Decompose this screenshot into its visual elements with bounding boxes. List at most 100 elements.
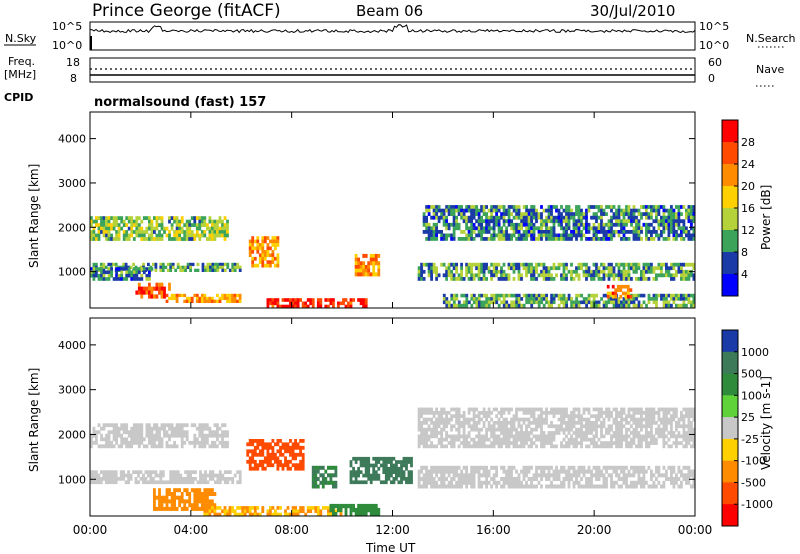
velocity-cell (542, 434, 546, 439)
velocity-cell (276, 439, 280, 443)
velocity-cell (572, 469, 576, 474)
power-cell (512, 300, 516, 305)
velocity-cell (567, 465, 571, 470)
power-cell (530, 297, 534, 301)
velocity-cell (213, 506, 217, 511)
velocity-cell (472, 480, 476, 485)
velocity-cell (112, 423, 116, 428)
power-cell (675, 222, 678, 227)
power-cell (130, 226, 134, 231)
velocity-cell (314, 465, 318, 470)
power-cell (445, 297, 449, 301)
power-cell (452, 262, 456, 267)
power-cell (525, 212, 528, 216)
power-cell (495, 266, 498, 271)
velocity-cell (238, 506, 242, 510)
velocity-cell (617, 424, 621, 429)
power-cell (492, 219, 496, 224)
velocity-cell (600, 441, 603, 445)
power-cell (132, 277, 136, 281)
power-cell (655, 230, 658, 234)
velocity-cell (316, 484, 320, 489)
velocity-cell (692, 417, 696, 422)
power-cell (477, 273, 481, 278)
velocity-cell (279, 463, 282, 468)
power-cell (117, 230, 121, 234)
power-cell (158, 290, 161, 295)
power-cell (223, 230, 227, 234)
velocity-cell (165, 492, 169, 496)
power-cell (575, 219, 578, 224)
velocity-cell (407, 460, 411, 464)
power-cell (127, 219, 131, 224)
velocity-cell (432, 431, 436, 435)
power-cell (185, 299, 189, 303)
power-cell (492, 297, 496, 301)
power-cell (550, 205, 553, 209)
power-cell (179, 268, 183, 272)
velocity-cell (372, 512, 376, 517)
velocity-cell (422, 465, 426, 470)
velocity-cell (442, 480, 446, 485)
power-cell (500, 237, 503, 241)
power-cell (193, 233, 197, 238)
power-cell (627, 277, 631, 281)
power-cell (492, 226, 496, 231)
power-cell (595, 293, 598, 298)
power-cell (485, 277, 488, 281)
velocity-cell (482, 465, 486, 470)
velocity-cell (440, 465, 443, 470)
power-cell (640, 277, 643, 281)
velocity-cell (102, 477, 106, 481)
power-cell (455, 226, 458, 231)
power-cell (670, 219, 673, 224)
power-cell (567, 219, 571, 224)
power-cell (455, 262, 458, 267)
velocity-cell (567, 417, 571, 422)
power-cell (435, 237, 438, 241)
power-cell (184, 265, 187, 269)
velocity-cell (183, 440, 187, 445)
velocity-cell (597, 424, 601, 429)
power-cell (465, 226, 468, 231)
power-cell (530, 303, 534, 308)
power-cell (472, 277, 476, 281)
power-cell (655, 297, 658, 301)
power-cell (667, 266, 671, 271)
velocity-cell (442, 437, 446, 442)
power-cell (256, 239, 260, 244)
velocity-cell (507, 465, 511, 470)
power-cell (502, 222, 506, 227)
power-cell (432, 266, 436, 271)
velocity-cell (261, 449, 265, 454)
power-cell (291, 298, 295, 302)
power-cell (667, 293, 671, 298)
velocity-cell (226, 433, 229, 438)
velocity-cell (173, 492, 176, 496)
nsky-tick-bottom: 10^0 (52, 39, 82, 52)
velocity-cell (117, 426, 121, 431)
power-cell (560, 277, 563, 281)
velocity-cell (472, 421, 476, 425)
power-cell (660, 230, 663, 234)
velocity-cell (420, 414, 423, 418)
power-cell (422, 215, 426, 220)
power-colorbar-swatch (722, 142, 738, 165)
power-cell (122, 262, 125, 267)
velocity-cell (472, 441, 476, 445)
velocity-cell (572, 437, 576, 442)
velocity-cell (572, 407, 576, 412)
power-cell (236, 262, 240, 267)
velocity-cell (465, 465, 468, 470)
power-cell (617, 262, 621, 267)
velocity-cell (281, 452, 285, 457)
velocity-cell (617, 431, 621, 435)
power-cell (532, 208, 536, 213)
velocity-cell (422, 473, 426, 478)
velocity-cell (605, 427, 608, 432)
power-cell (565, 262, 568, 267)
velocity-cell (625, 431, 628, 435)
power-cell (530, 262, 533, 267)
power-cell (477, 293, 481, 298)
power-colorbar-tick-label: 4 (741, 268, 748, 281)
